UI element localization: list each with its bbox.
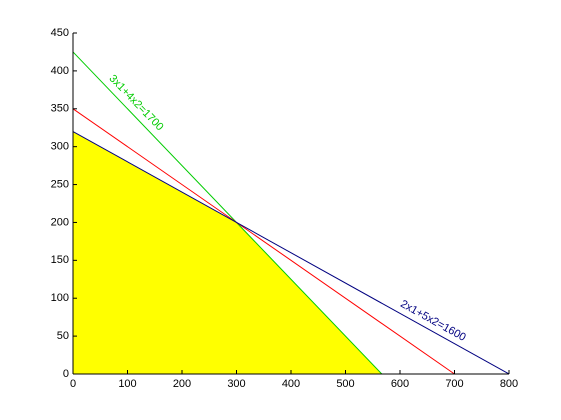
x-tick-label: 500 — [336, 378, 354, 390]
annotation: 2x1+5x2=1600 — [398, 298, 467, 344]
y-tick-label: 150 — [51, 254, 69, 266]
x-tick-label: 700 — [445, 378, 463, 390]
y-tick-label: 450 — [51, 27, 69, 39]
y-tick-label: 100 — [51, 292, 69, 304]
constraint-line — [72, 51, 383, 375]
x-tick-label: 200 — [173, 378, 191, 390]
x-tick-label: 100 — [118, 378, 136, 390]
constraint-line — [72, 131, 510, 375]
y-tick-label: 250 — [51, 178, 69, 190]
x-tick-label: 0 — [70, 378, 76, 390]
y-tick-label: 400 — [51, 65, 69, 77]
x-tick-label: 300 — [227, 378, 245, 390]
x-tick-label: 800 — [500, 378, 518, 390]
annotation: 3x1+4x2=1700 — [106, 73, 165, 134]
x-tick-label: 400 — [282, 378, 300, 390]
y-tick-label: 200 — [51, 216, 69, 228]
y-tick-label: 0 — [63, 368, 69, 380]
feasible-region — [73, 131, 382, 374]
y-tick-label: 350 — [51, 103, 69, 115]
constraint-line — [72, 108, 455, 375]
y-tick-label: 50 — [57, 330, 69, 342]
x-tick-label: 600 — [391, 378, 409, 390]
y-tick-label: 300 — [51, 141, 69, 153]
